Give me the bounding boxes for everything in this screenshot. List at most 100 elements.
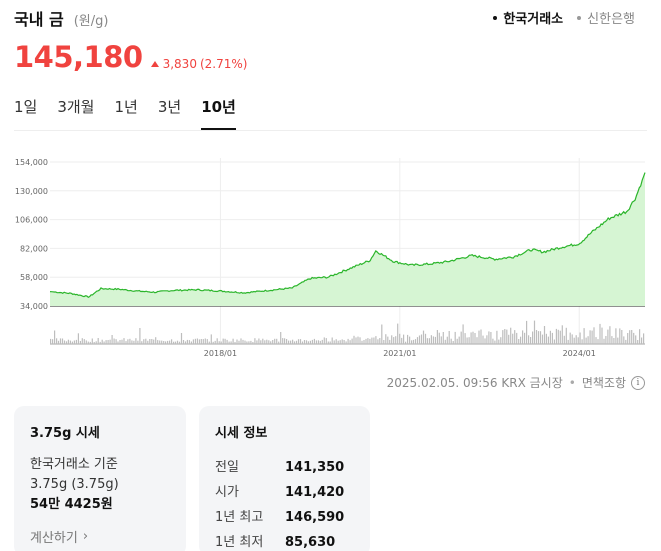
volume-bar bbox=[379, 338, 381, 344]
volume-bar bbox=[307, 341, 309, 344]
volume-bar bbox=[290, 340, 292, 344]
source-shinhan-label: 신한은행 bbox=[587, 12, 635, 27]
volume-bar bbox=[83, 339, 85, 344]
volume-bar bbox=[264, 340, 266, 344]
price-chart[interactable]: 154,000130,000106,00082,00058,00034,000 … bbox=[0, 150, 661, 362]
volume-bar bbox=[299, 339, 302, 344]
volume-bar bbox=[50, 338, 52, 344]
calculate-button[interactable]: 계산하기 › bbox=[30, 527, 170, 546]
volume-bar bbox=[268, 340, 270, 344]
volume-bar bbox=[186, 339, 188, 344]
volume-bar bbox=[456, 338, 458, 344]
volume-bar bbox=[603, 338, 605, 344]
volume-bar bbox=[486, 335, 488, 344]
volume-bar bbox=[204, 338, 206, 344]
volume-bar bbox=[452, 341, 454, 344]
volume-bar bbox=[373, 337, 375, 344]
volume-bar bbox=[276, 338, 278, 344]
tab-1y[interactable]: 1년 bbox=[114, 98, 138, 116]
volume-bar bbox=[405, 341, 407, 344]
price-info-card: 시세 정보 전일 141,350 시가 141,420 1년 최고 146,59… bbox=[199, 406, 370, 551]
source-krx-option[interactable]: 한국거래소 bbox=[493, 8, 563, 27]
y-tick-label: 82,000 bbox=[20, 244, 48, 253]
up-triangle-icon bbox=[150, 61, 159, 67]
volume-bar bbox=[266, 339, 268, 344]
volume-bar bbox=[216, 338, 218, 344]
volume-bar bbox=[73, 340, 75, 344]
volume-bar bbox=[643, 333, 645, 344]
volume-bar bbox=[63, 340, 66, 344]
volume-bar bbox=[319, 340, 321, 344]
volume-bar bbox=[198, 339, 200, 344]
tab-1d[interactable]: 1일 bbox=[14, 98, 38, 116]
volume-bar bbox=[589, 330, 591, 344]
volume-bar bbox=[333, 340, 335, 344]
volume-bar bbox=[190, 341, 192, 344]
volume-bar bbox=[583, 328, 585, 344]
volume-bar bbox=[464, 333, 466, 344]
volume-bar bbox=[375, 336, 377, 344]
volume-bar bbox=[200, 339, 202, 344]
volume-bar bbox=[178, 341, 181, 344]
info-value: 85,630 bbox=[285, 535, 336, 550]
volume-bar bbox=[278, 341, 280, 344]
volume-bar bbox=[353, 335, 355, 344]
volume-bar bbox=[573, 337, 575, 344]
volume-bar bbox=[238, 340, 240, 344]
volume-bar bbox=[167, 340, 169, 344]
volume-bar bbox=[395, 336, 397, 344]
volume-bar bbox=[52, 339, 54, 344]
volume-bars bbox=[50, 320, 645, 344]
source-shinhan-option[interactable]: 신한은행 bbox=[577, 8, 635, 27]
volume-bar bbox=[526, 320, 528, 344]
volume-bar bbox=[345, 341, 347, 344]
volume-bar bbox=[133, 340, 135, 344]
volume-bar bbox=[420, 334, 423, 344]
info-label: 1년 최저 bbox=[215, 535, 264, 550]
volume-bar bbox=[325, 338, 327, 344]
bullet-icon bbox=[577, 15, 582, 20]
volume-bar bbox=[194, 338, 196, 344]
page-title: 국내 금 bbox=[14, 10, 64, 29]
volume-bar bbox=[520, 336, 522, 344]
volume-bar bbox=[514, 330, 516, 344]
volume-bar bbox=[139, 328, 141, 344]
volume-bar bbox=[303, 340, 306, 344]
info-label: 시가 bbox=[215, 485, 239, 500]
tab-10y[interactable]: 10년 bbox=[201, 96, 236, 130]
card-title: 시세 정보 bbox=[215, 426, 268, 441]
volume-bar bbox=[508, 334, 510, 344]
price-group: 145,180 3,830 (2.71%) bbox=[14, 40, 247, 74]
volume-bar bbox=[462, 324, 464, 344]
volume-bar bbox=[629, 330, 631, 344]
volume-bar bbox=[272, 340, 274, 344]
volume-bar bbox=[323, 337, 325, 344]
tab-3m[interactable]: 3개월 bbox=[57, 98, 95, 116]
info-label: 전일 bbox=[215, 460, 239, 475]
volume-bar bbox=[518, 339, 520, 344]
volume-bar bbox=[75, 339, 77, 344]
volume-bar bbox=[593, 327, 595, 344]
info-icon[interactable]: i bbox=[631, 375, 645, 390]
volume-bar bbox=[478, 330, 480, 344]
volume-bar bbox=[438, 332, 440, 344]
volume-bar bbox=[196, 338, 198, 344]
volume-bar bbox=[292, 339, 294, 344]
disclaimer-link[interactable]: 면책조항 bbox=[581, 376, 626, 390]
volume-bar bbox=[369, 338, 371, 344]
volume-bar bbox=[611, 336, 613, 344]
volume-bar bbox=[260, 340, 262, 344]
volume-bar bbox=[389, 339, 391, 344]
volume-bar bbox=[171, 339, 173, 344]
volume-bar bbox=[619, 328, 621, 344]
volume-bar bbox=[155, 337, 157, 344]
volume-bar bbox=[222, 338, 224, 344]
volume-bar bbox=[182, 340, 185, 344]
volume-bar bbox=[484, 338, 486, 344]
volume-bar bbox=[99, 341, 101, 344]
volume-bar bbox=[270, 341, 272, 344]
volume-bar bbox=[383, 340, 385, 344]
volume-bar bbox=[393, 337, 395, 344]
volume-bar bbox=[422, 330, 425, 344]
tab-3y[interactable]: 3년 bbox=[157, 98, 182, 116]
